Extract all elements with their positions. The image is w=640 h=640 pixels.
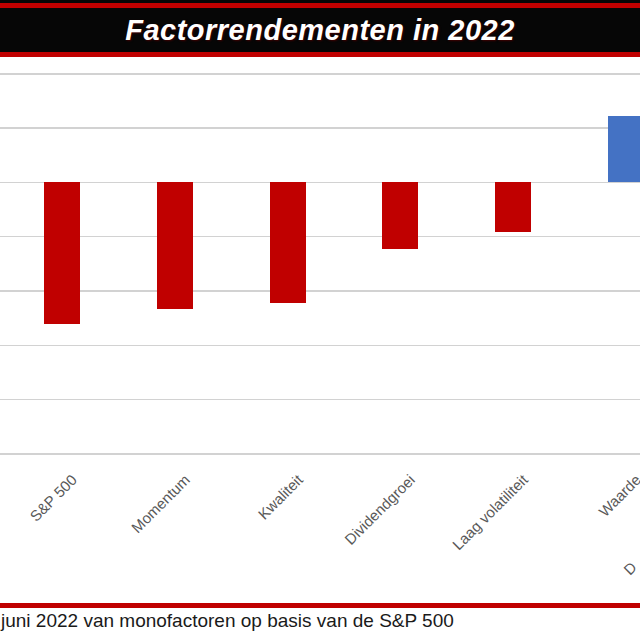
gridline: [0, 236, 640, 238]
gridline: [0, 453, 640, 455]
axis-label-partial-next: D: [620, 558, 640, 578]
gridline: [0, 73, 640, 75]
gridline: [0, 182, 640, 184]
axis-label-laag-volatiliteit: Laag volatiliteit: [449, 471, 531, 553]
gridline: [0, 345, 640, 347]
axis-label-momentum: Momentum: [128, 471, 193, 536]
plot-area: S&P 500 Momentum Kwaliteit Dividendgroei Laa…: [0, 0, 640, 640]
axis-label-kwaliteit: Kwaliteit: [254, 471, 306, 523]
chart-image: S&P 500 Momentum Kwaliteit Dividendgroei Laa…: [0, 0, 640, 640]
gridline: [0, 290, 640, 292]
source-caption: juni 2022 van monofactoren op basis van …: [1, 609, 640, 633]
bar-s-p-500: [44, 182, 80, 324]
axis-label-dividendgroei: Dividendgroei: [342, 471, 419, 548]
banner-bottom-rule: [0, 52, 640, 57]
footer-rule: [0, 603, 640, 608]
axis-label-waarde: Waarde: [595, 471, 640, 520]
bar-momentum: [157, 182, 193, 309]
bar-waarde: [608, 116, 640, 181]
gridline: [0, 399, 640, 401]
axis-label-s-p-500: S&P 500: [26, 471, 80, 525]
chart-title: Factorrendementen in 2022: [0, 8, 640, 52]
bar-kwaliteit: [270, 182, 306, 304]
gridline: [0, 127, 640, 129]
bar-dividendgroei: [382, 182, 418, 249]
bar-laag-volatiliteit: [495, 182, 531, 232]
title-banner: Factorrendementen in 2022: [0, 0, 640, 57]
